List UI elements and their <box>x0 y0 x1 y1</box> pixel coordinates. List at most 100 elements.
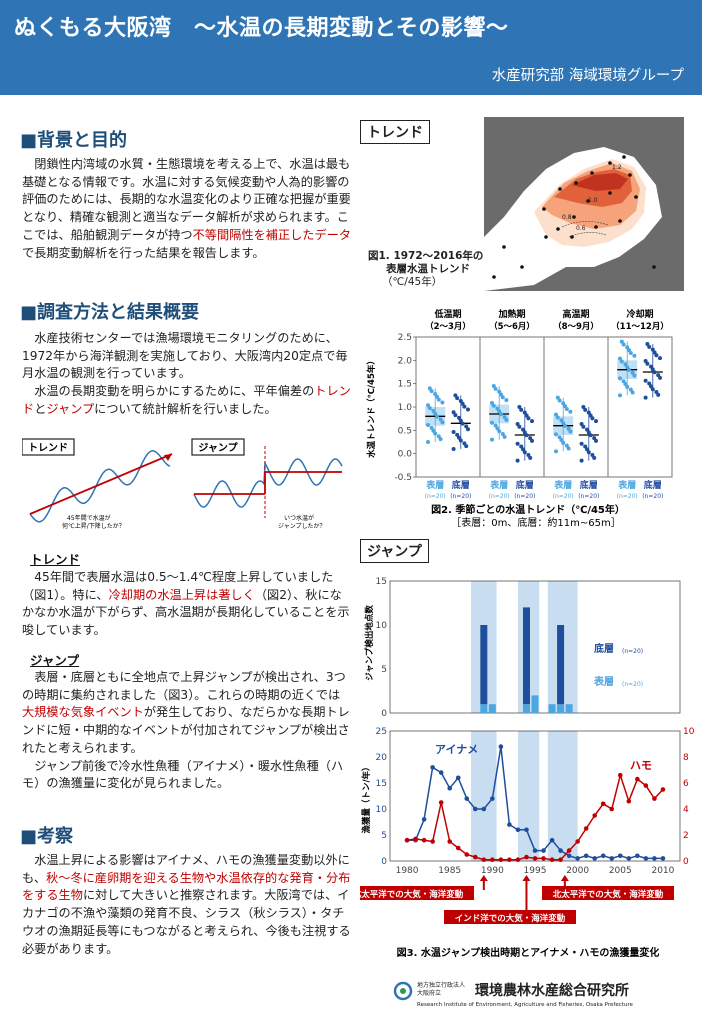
fig3-tag: ジャンプ <box>360 539 429 563</box>
schematic-diagram: トレンド 45年間で水温が 何℃上昇/下降したか？ ジャンプ いつ水温が ジャン… <box>22 438 343 530</box>
fig3-point <box>532 848 538 853</box>
fig3-point <box>447 839 453 844</box>
fig3-xtick: 2000 <box>566 866 589 876</box>
fig2-point <box>621 342 626 347</box>
jump-period-band <box>517 731 540 861</box>
fig3-surface-label: 表層 <box>593 675 614 688</box>
fig3-point <box>626 856 632 861</box>
fig2-ylabel: 水温トレンド（℃/45年） <box>366 356 377 459</box>
fig2-point <box>650 387 655 392</box>
fig2-point <box>504 398 509 403</box>
station-marker <box>628 173 632 177</box>
fig2-period-months: （2～3月） <box>425 321 471 332</box>
fig2-point <box>590 416 595 421</box>
fig2-point <box>647 344 652 349</box>
station-marker <box>570 235 574 239</box>
fig3-point <box>635 776 640 782</box>
fig3-bar-bottom <box>557 625 565 705</box>
fig2-point <box>619 359 624 364</box>
station-marker <box>492 275 496 279</box>
event-label-box <box>360 886 474 900</box>
fig3-left-ytick: 20 <box>376 753 388 763</box>
fig3-xtick: 1995 <box>524 866 547 876</box>
fig2-period-months: （11～12月） <box>611 321 669 332</box>
fig2-point <box>522 450 527 455</box>
fig2-series-label: 表層 <box>617 479 636 491</box>
fig3-bar-surface <box>480 704 488 713</box>
fig2-point <box>594 419 598 424</box>
fig3-point <box>660 787 666 792</box>
fig3-xtick: 1980 <box>396 866 419 876</box>
station-marker <box>652 265 656 269</box>
station-marker <box>608 161 612 165</box>
fig3-point <box>532 856 538 861</box>
fig3-point <box>404 837 410 843</box>
fig3-bar-surface <box>488 704 496 713</box>
fig2-point <box>568 409 573 414</box>
fig2-point <box>460 421 465 426</box>
fig2-point <box>499 412 503 417</box>
fig2-point <box>462 404 467 409</box>
fig3-left-ytick: 15 <box>376 779 387 789</box>
fig2-point <box>594 438 598 443</box>
fig2-point <box>618 393 622 398</box>
fig2-point <box>557 398 562 403</box>
fig3-point <box>566 848 572 853</box>
fig2-point <box>654 353 659 358</box>
fig3-point <box>652 856 657 861</box>
fig3-point <box>635 853 640 859</box>
svg-text:地方独立行政法人: 地方独立行政法人 <box>417 981 465 989</box>
fig2-point <box>632 373 637 378</box>
legend-ainame: アイナメ <box>435 743 478 756</box>
fig3-point <box>481 857 487 862</box>
fig3-point <box>430 765 435 770</box>
station-marker <box>574 181 578 185</box>
trend-body: 45年間で表層水温は0.5～1.4℃程度上昇していました（図1）。特に、冷却期の… <box>22 570 350 638</box>
svg-text:(n=20): (n=20) <box>425 493 446 500</box>
event-label: インド洋での大気・海洋変動 <box>455 913 566 924</box>
fig2-point <box>515 441 520 446</box>
fig2-point <box>524 433 529 438</box>
fig2-point <box>530 419 534 424</box>
fig3-point <box>515 827 521 833</box>
svg-text:0.6: 0.6 <box>576 225 586 232</box>
fig3-point <box>490 857 495 862</box>
event-label-box <box>444 910 576 924</box>
fig2-point <box>643 395 648 400</box>
svg-text:1.2: 1.2 <box>612 164 622 171</box>
fig2-ytick: -0.5 <box>394 473 412 483</box>
svg-text:45年間で水温が: 45年間で水温が <box>67 514 111 522</box>
fig2-point <box>592 455 597 460</box>
fig2-point <box>632 353 637 358</box>
station-marker <box>618 219 622 223</box>
fig3-point <box>541 856 546 861</box>
fig3-point <box>507 822 512 827</box>
fig3-point <box>617 853 623 859</box>
fig3-right-ytick: 6 <box>683 779 689 789</box>
fig2-point <box>581 424 586 429</box>
fig3-bar-surface <box>557 704 565 713</box>
fig3-point <box>566 853 572 859</box>
section-discussion-heading: ■考察 <box>20 826 74 847</box>
fig2-period-name: 低温期 <box>433 308 461 320</box>
fig2-series-label: 底層 <box>580 479 598 491</box>
fig2-point <box>625 384 630 389</box>
station-marker <box>594 225 598 229</box>
fig3-point <box>430 839 435 844</box>
fig2-point <box>554 449 558 454</box>
fig2-point <box>493 386 498 391</box>
fig2-point <box>561 440 566 445</box>
fig3-xtick: 2005 <box>609 866 632 876</box>
fig2-point <box>490 420 494 425</box>
fig3-point <box>592 856 598 861</box>
fig3-point <box>455 775 461 781</box>
fig3-point <box>524 854 529 860</box>
fig3-point <box>549 857 555 862</box>
fig2-point <box>554 432 558 437</box>
fig3-top-ytick: 15 <box>376 577 387 587</box>
fig2-point <box>453 413 458 418</box>
fig3-point <box>447 785 453 791</box>
fig2-point <box>464 444 469 449</box>
fig2-point <box>451 447 456 451</box>
fig3-point <box>507 857 512 862</box>
